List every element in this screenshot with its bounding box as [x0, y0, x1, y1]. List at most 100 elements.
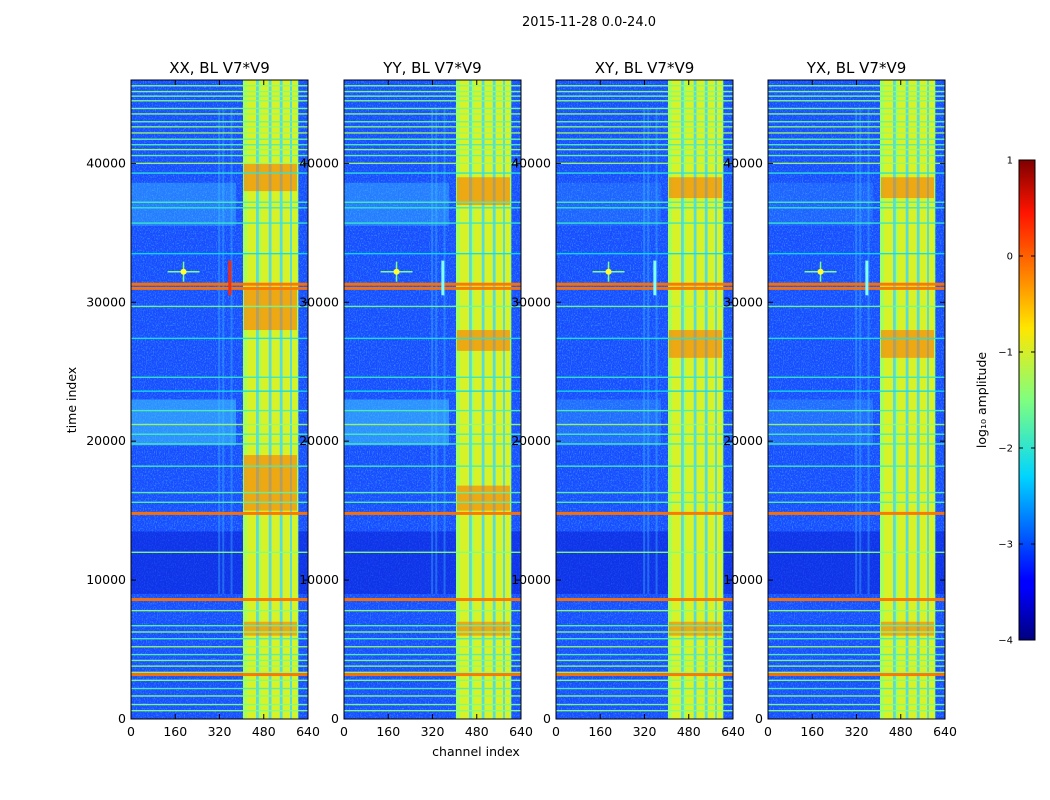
rfi-gap: [905, 80, 909, 719]
time-stripe: [131, 282, 308, 286]
time-stripe: [344, 646, 521, 648]
rfi-gap: [469, 80, 472, 719]
time-stripe: [556, 624, 733, 627]
time-stripe: [344, 172, 521, 174]
time-stripe: [344, 222, 521, 224]
y-tick-label: 10000: [723, 572, 763, 587]
source-point: [605, 268, 612, 275]
y-tick-label: 30000: [723, 294, 763, 309]
time-stripe: [131, 148, 308, 151]
heatmap-panel: YX, BL V7*V9 0 160 320 480 640 0 10000 20000 3000…: [723, 59, 957, 739]
time-stripe: [344, 671, 521, 674]
y-tick-label: 40000: [511, 155, 551, 170]
y-tick-label: 0: [331, 711, 339, 726]
rfi-column: [884, 80, 896, 719]
time-stripe: [556, 107, 733, 110]
rfi-gap: [503, 80, 505, 719]
time-stripe: [131, 85, 308, 87]
time-stripe: [556, 501, 733, 503]
time-stripe: [131, 207, 308, 209]
time-stripe: [556, 100, 733, 102]
source-point: [393, 268, 400, 275]
rfi-column: [907, 80, 918, 719]
rfi-hotspot: [880, 621, 934, 636]
time-stripe: [131, 465, 308, 467]
time-stripe: [344, 252, 521, 255]
time-stripe: [131, 144, 308, 146]
x-tick-label: 160: [376, 724, 400, 739]
panel-title: XY, BL V7*V9: [595, 59, 695, 77]
time-stripe: [556, 671, 733, 674]
time-stripe: [344, 703, 521, 706]
time-stripe: [131, 709, 308, 712]
time-stripe: [768, 162, 945, 165]
channel-line: [443, 107, 446, 594]
time-stripe: [344, 201, 521, 203]
time-stripe: [344, 409, 521, 412]
time-stripe: [131, 646, 308, 648]
source-point: [180, 268, 187, 275]
time-stripe: [556, 222, 733, 224]
rfi-column: [495, 80, 504, 719]
colorbar-tick-label: −2: [998, 444, 1013, 455]
time-stripe: [131, 100, 308, 102]
colorbar-tick-label: −3: [998, 540, 1013, 551]
rfi-hotspot: [880, 177, 934, 199]
x-tick-label: 0: [340, 724, 348, 739]
time-stripe: [131, 609, 308, 612]
time-stripe: [768, 491, 945, 494]
time-stripe: [344, 598, 521, 602]
time-stripe: [556, 337, 733, 340]
time-stripe: [344, 207, 521, 209]
panel-title: YX, BL V7*V9: [806, 59, 907, 77]
time-stripe: [344, 282, 521, 286]
time-stripe: [768, 148, 945, 151]
time-stripe: [768, 172, 945, 174]
time-stripe: [131, 252, 308, 255]
x-tick-label: 160: [800, 724, 824, 739]
time-stripe: [768, 598, 945, 602]
x-tick-label: 480: [252, 724, 276, 739]
time-stripe: [131, 653, 308, 656]
time-stripe: [344, 148, 521, 151]
time-stripe: [556, 409, 733, 412]
time-stripe: [131, 501, 308, 503]
x-tick-label: 640: [933, 724, 957, 739]
x-tick-label: 480: [465, 724, 489, 739]
time-stripe: [556, 144, 733, 146]
time-stripe: [556, 433, 733, 435]
y-tick-label: 40000: [299, 155, 339, 170]
x-tick-label: 320: [633, 724, 657, 739]
time-stripe: [556, 637, 733, 640]
time-stripe: [131, 90, 308, 93]
panels: XX, BL V7*V9 0 160 320 480 640 0 10000 20000 3000…: [86, 59, 957, 739]
time-stripe: [344, 376, 521, 378]
time-stripe: [768, 631, 945, 633]
burst: [865, 260, 869, 296]
y-tick-label: 30000: [299, 294, 339, 309]
rfi-gap: [715, 80, 717, 719]
time-stripe: [344, 687, 521, 690]
rfi-gap: [481, 80, 485, 719]
time-stripe: [768, 709, 945, 712]
rfi-hotspot: [456, 330, 510, 351]
time-stripe: [344, 665, 521, 667]
time-stripe: [131, 222, 308, 224]
time-stripe: [344, 679, 521, 682]
time-stripe: [556, 653, 733, 656]
time-stripe: [131, 659, 308, 662]
heatmap-band: [556, 399, 662, 446]
channel-line: [431, 107, 434, 594]
time-stripe: [768, 126, 945, 128]
time-stripe: [344, 511, 521, 515]
channel-line: [655, 107, 658, 594]
heatmap-panel: XX, BL V7*V9 0 160 320 480 640 0 10000 20000 3000…: [86, 59, 320, 739]
time-stripe: [131, 305, 308, 308]
y-tick-label: 20000: [299, 433, 339, 448]
burst: [441, 260, 445, 296]
time-stripe: [768, 121, 945, 123]
time-stripe: [344, 286, 521, 290]
time-stripe: [344, 95, 521, 97]
colorbar-label: log₁₀ amplitude: [974, 352, 989, 449]
rfi-hotspot: [243, 621, 297, 636]
